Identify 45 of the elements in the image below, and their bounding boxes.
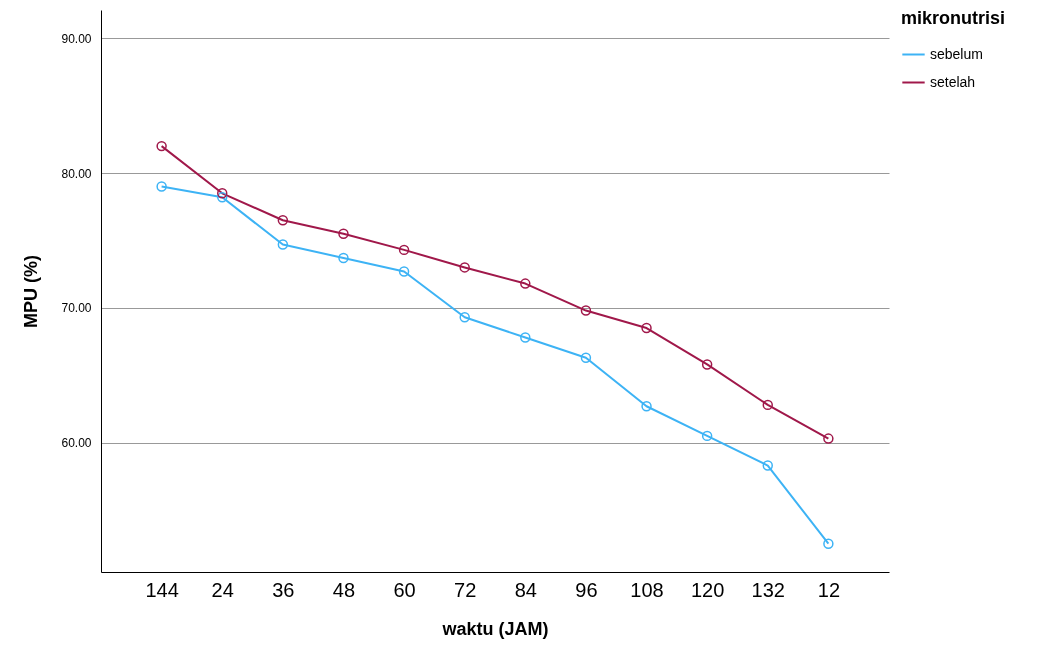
point [277,215,289,226]
point [762,460,773,471]
point [459,312,470,323]
y-tick-label: 70.00 [61,301,92,316]
x-axis-title: waktu (JAM) [441,618,549,639]
point [156,140,167,152]
y-axis-title: MPU (%) [21,255,42,328]
legend-label: sebelum [930,45,983,62]
x-tick-label: 24 [211,578,234,601]
point [520,332,531,343]
point [398,244,410,256]
point [701,430,713,442]
point [520,278,531,289]
point [641,401,652,412]
x-tick-label: 84 [514,578,537,601]
point [459,262,470,273]
point [398,266,410,277]
y-tick-label: 80.00 [61,166,92,181]
x-tick-label: 120 [690,578,725,601]
point [338,252,349,264]
point [217,192,228,203]
point [338,228,349,239]
point [641,322,652,334]
point [823,433,834,444]
legend-title: mikronutrisi [901,8,1006,28]
point [156,181,167,192]
point [580,352,592,363]
point [217,188,228,199]
x-tick-label: 48 [332,578,356,601]
point [580,305,592,316]
point [823,538,834,549]
x-tick-label: 60 [393,578,416,601]
x-tick-label: 96 [575,578,598,601]
point [277,239,289,250]
x-tick-label: 108 [630,578,664,601]
point [701,359,713,370]
x-tick-label: 144 [145,578,179,601]
y-tick-label: 60.00 [61,436,92,451]
x-tick-label: 72 [454,578,477,601]
x-tick-label: 132 [751,578,785,601]
y-tick-label: 90.00 [61,31,92,46]
point [762,399,773,411]
x-tick-label: 36 [272,578,295,601]
x-tick-label: 12 [817,578,841,601]
legend-label: setelah [930,73,976,90]
